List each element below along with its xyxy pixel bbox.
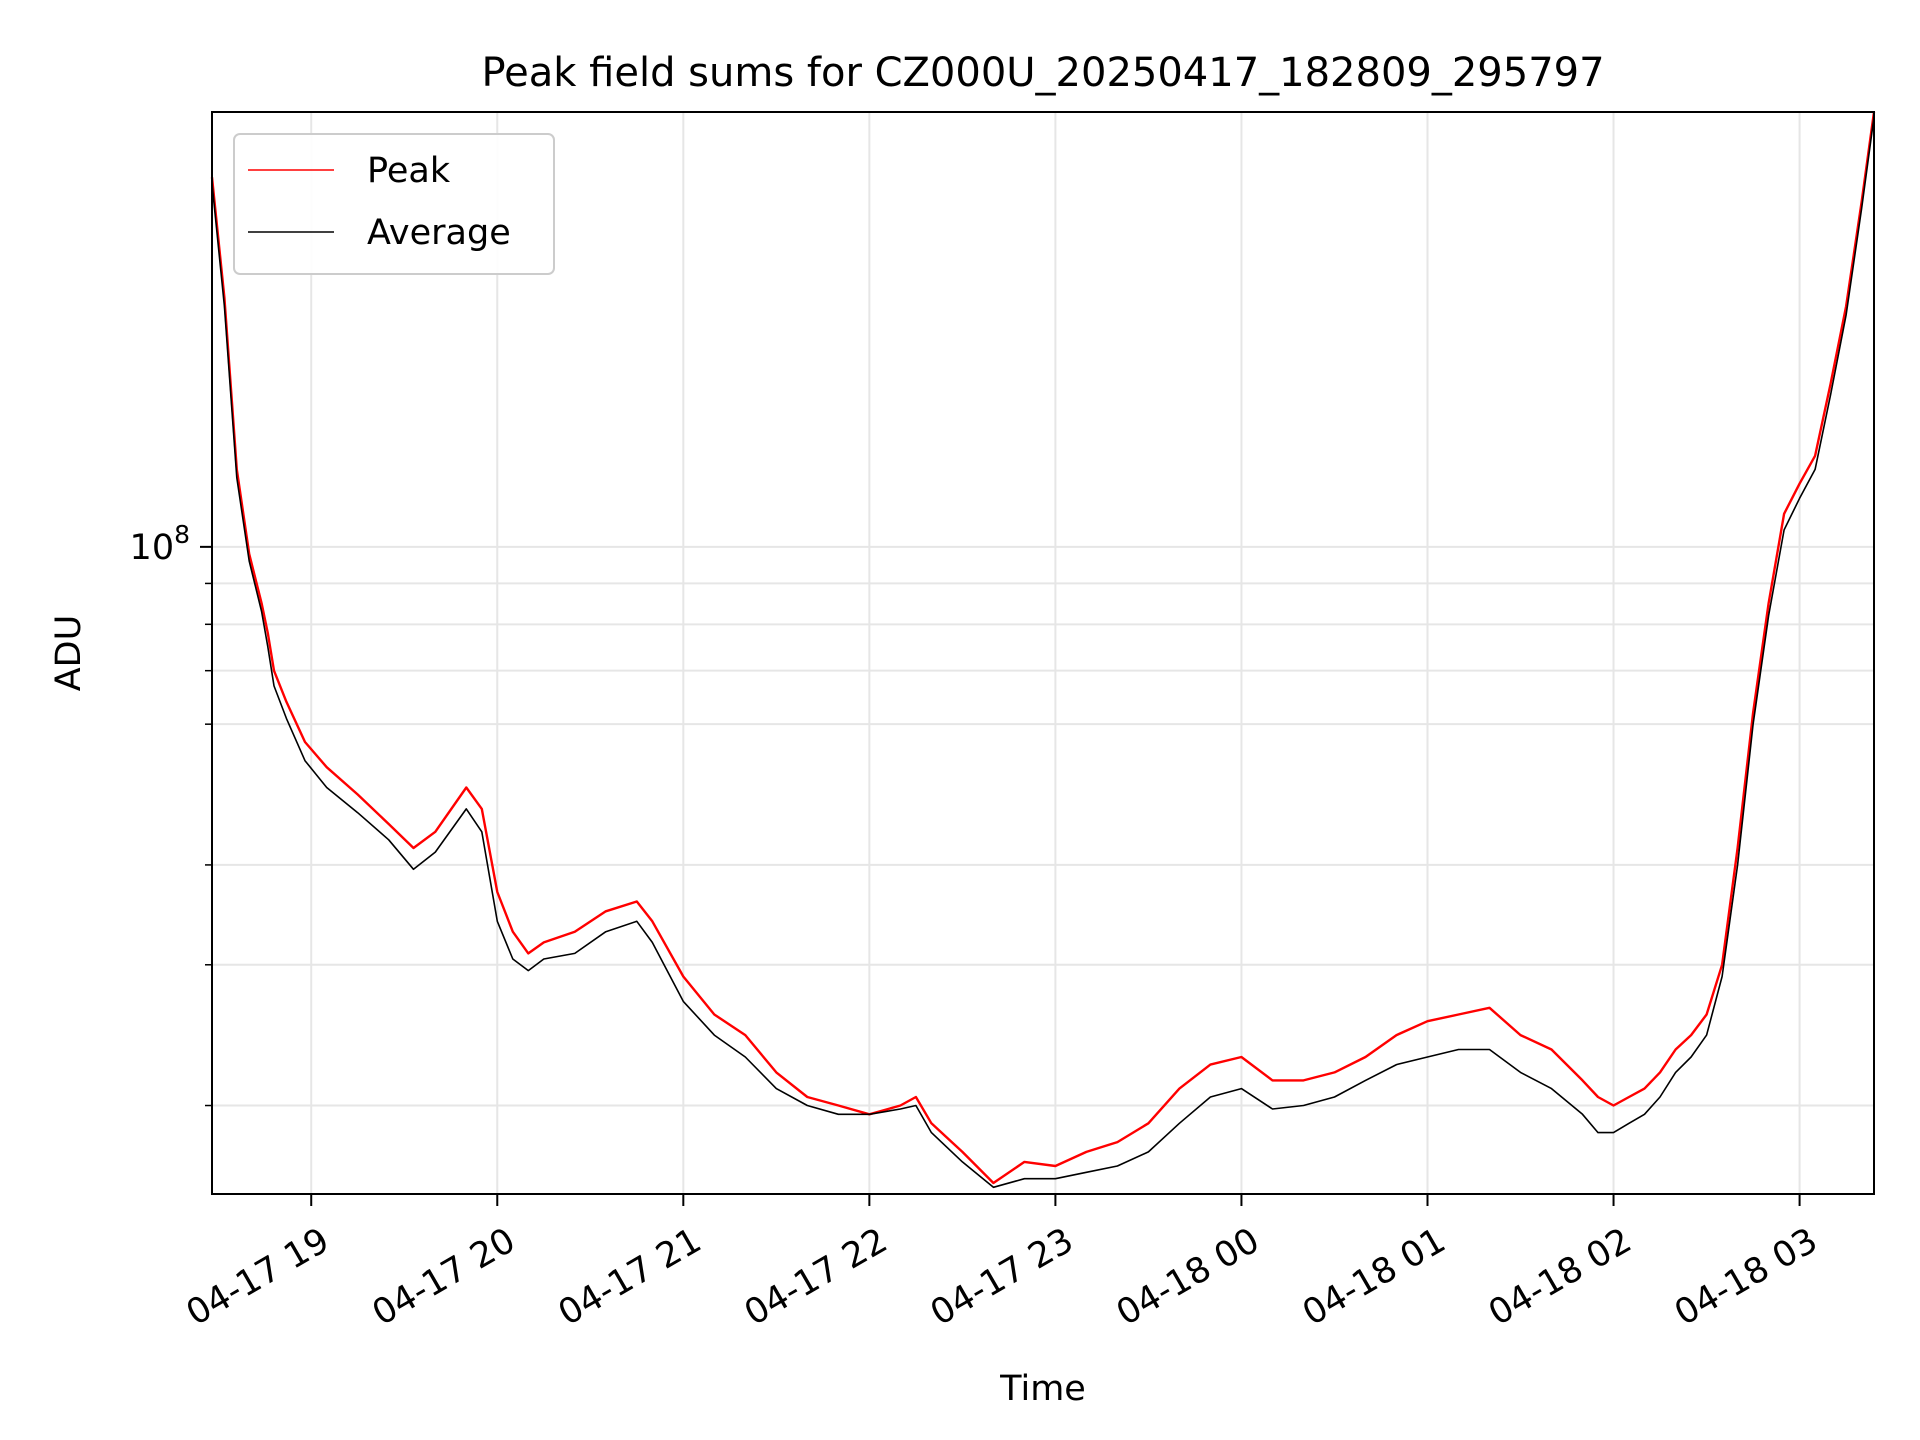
x-axis-label: Time — [999, 1369, 1086, 1409]
y-tick-label-base: 10 — [130, 528, 175, 568]
legend: Peak Average — [233, 133, 555, 275]
chart-title: Peak field sums for CZ000U_20250417_1828… — [481, 50, 1604, 96]
legend-label-average: Average — [367, 213, 511, 253]
y-tick-label: 108 — [130, 520, 190, 568]
legend-label-peak: Peak — [367, 151, 451, 191]
series-line-peak — [210, 111, 1876, 1185]
plot-area-frame — [211, 111, 1875, 1195]
legend-box — [233, 133, 555, 275]
grid — [212, 112, 1874, 1194]
series-line-average — [211, 116, 1875, 1189]
series-lines — [210, 111, 1876, 1189]
y-axis-label: ADU — [49, 615, 89, 692]
y-tick-label-exponent: 8 — [174, 520, 190, 549]
